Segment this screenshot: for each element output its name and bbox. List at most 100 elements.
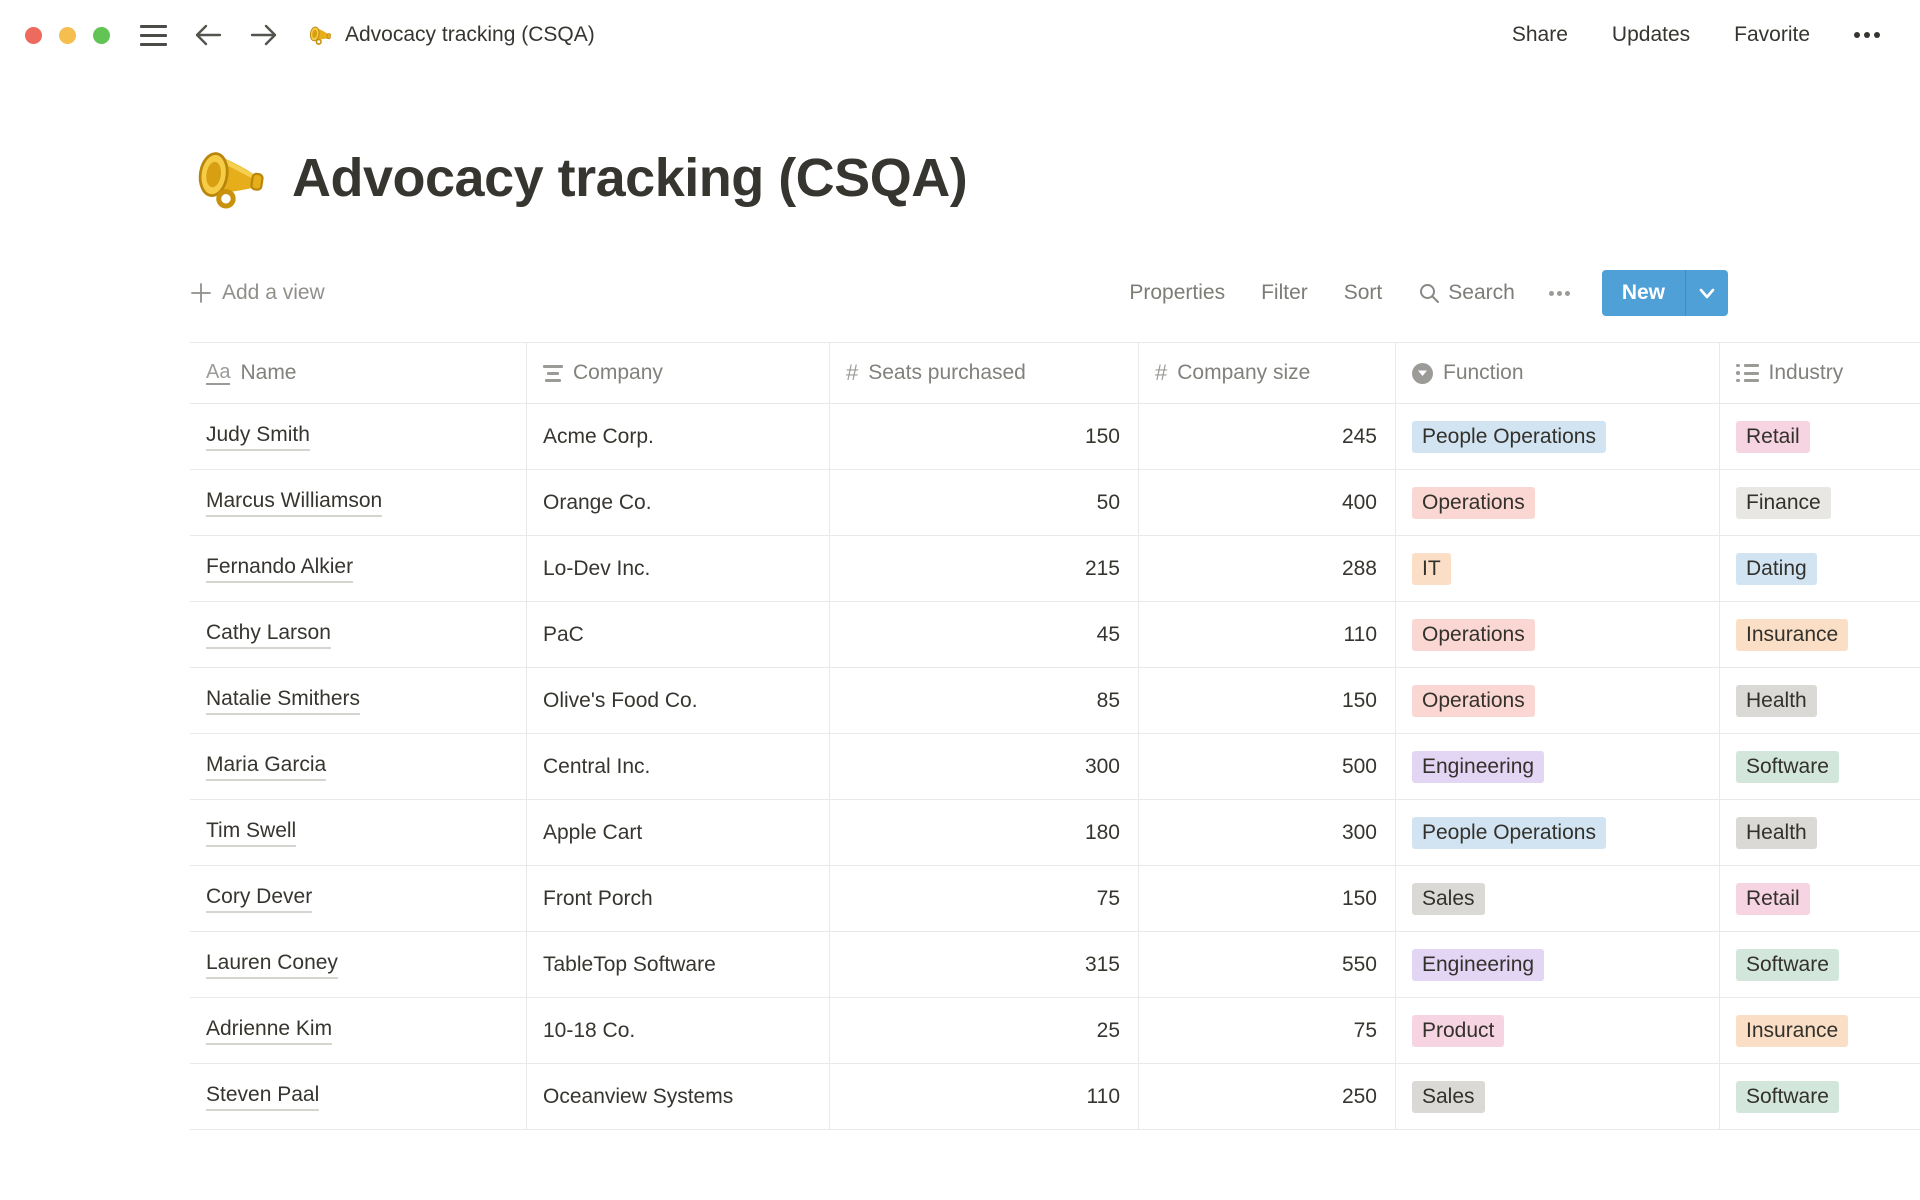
sort-button[interactable]: Sort (1343, 281, 1383, 304)
function-cell[interactable]: Operations (1396, 668, 1720, 733)
company-cell[interactable]: Front Porch (527, 866, 830, 931)
name-link[interactable]: Cathy Larson (206, 621, 331, 649)
name-link[interactable]: Natalie Smithers (206, 687, 361, 715)
industry-cell[interactable]: Dating (1720, 536, 1920, 601)
column-header-company-size[interactable]: # Company size (1139, 343, 1396, 403)
function-cell[interactable]: Engineering (1396, 932, 1720, 997)
name-cell[interactable]: Marcus Williamson (190, 470, 527, 535)
window-more-options-icon[interactable] (1854, 32, 1880, 38)
function-cell[interactable]: People Operations (1396, 404, 1720, 469)
industry-cell[interactable]: Software (1720, 734, 1920, 799)
company-cell[interactable]: Oceanview Systems (527, 1064, 830, 1129)
seats-purchased-cell[interactable]: 45 (830, 602, 1139, 667)
back-arrow-icon[interactable] (193, 20, 223, 50)
name-link[interactable]: Cory Dever (206, 885, 313, 913)
name-link[interactable]: Lauren Coney (206, 951, 338, 979)
company-cell[interactable]: Apple Cart (527, 800, 830, 865)
industry-cell[interactable]: Finance (1720, 470, 1920, 535)
minimize-window-button[interactable] (59, 26, 76, 44)
company-size-cell[interactable]: 110 (1139, 602, 1396, 667)
column-header-industry[interactable]: Industry (1720, 343, 1920, 403)
name-link[interactable]: Fernando Alkier (206, 555, 354, 583)
company-size-cell[interactable]: 250 (1139, 1064, 1396, 1129)
company-size-cell[interactable]: 288 (1139, 536, 1396, 601)
name-link[interactable]: Tim Swell (206, 819, 297, 847)
company-cell[interactable]: Acme Corp. (527, 404, 830, 469)
company-size-cell[interactable]: 500 (1139, 734, 1396, 799)
company-cell[interactable]: Central Inc. (527, 734, 830, 799)
seats-purchased-cell[interactable]: 75 (830, 866, 1139, 931)
column-header-company[interactable]: Company (527, 343, 830, 403)
function-cell[interactable]: Operations (1396, 470, 1720, 535)
menu-icon[interactable] (140, 24, 167, 46)
seats-purchased-cell[interactable]: 315 (830, 932, 1139, 997)
company-cell[interactable]: PaC (527, 602, 830, 667)
industry-cell[interactable]: Software (1720, 932, 1920, 997)
updates-button[interactable]: Updates (1611, 23, 1691, 46)
industry-cell[interactable]: Insurance (1720, 602, 1920, 667)
industry-cell[interactable]: Health (1720, 800, 1920, 865)
seats-purchased-cell[interactable]: 215 (830, 536, 1139, 601)
company-size-cell[interactable]: 400 (1139, 470, 1396, 535)
name-link[interactable]: Steven Paal (206, 1083, 320, 1111)
favorite-button[interactable]: Favorite (1734, 23, 1810, 46)
name-cell[interactable]: Cathy Larson (190, 602, 527, 667)
name-cell[interactable]: Natalie Smithers (190, 668, 527, 733)
function-cell[interactable]: Engineering (1396, 734, 1720, 799)
name-cell[interactable]: Adrienne Kim (190, 998, 527, 1063)
company-size-cell[interactable]: 150 (1139, 866, 1396, 931)
properties-button[interactable]: Properties (1129, 281, 1226, 304)
name-cell[interactable]: Maria Garcia (190, 734, 527, 799)
name-link[interactable]: Adrienne Kim (206, 1017, 333, 1045)
name-cell[interactable]: Cory Dever (190, 866, 527, 931)
name-cell[interactable]: Fernando Alkier (190, 536, 527, 601)
company-size-cell[interactable]: 300 (1139, 800, 1396, 865)
forward-arrow-icon[interactable] (249, 20, 279, 50)
industry-cell[interactable]: Health (1720, 668, 1920, 733)
function-cell[interactable]: IT (1396, 536, 1720, 601)
zoom-window-button[interactable] (93, 26, 110, 44)
column-header-function[interactable]: Function (1396, 343, 1720, 403)
seats-purchased-cell[interactable]: 150 (830, 404, 1139, 469)
filter-button[interactable]: Filter (1261, 281, 1308, 304)
seats-purchased-cell[interactable]: 300 (830, 734, 1139, 799)
column-header-seats-purchased[interactable]: # Seats purchased (830, 343, 1139, 403)
function-cell[interactable]: Sales (1396, 1064, 1720, 1129)
name-link[interactable]: Marcus Williamson (206, 489, 383, 517)
industry-cell[interactable]: Insurance (1720, 998, 1920, 1063)
new-button-chevron-down-icon[interactable] (1685, 270, 1728, 316)
search-button[interactable]: Search (1418, 281, 1515, 305)
company-size-cell[interactable]: 245 (1139, 404, 1396, 469)
company-size-cell[interactable]: 150 (1139, 668, 1396, 733)
seats-purchased-cell[interactable]: 180 (830, 800, 1139, 865)
function-cell[interactable]: Sales (1396, 866, 1720, 931)
page-title[interactable]: Advocacy tracking (CSQA) (292, 148, 968, 208)
company-cell[interactable]: Lo-Dev Inc. (527, 536, 830, 601)
function-cell[interactable]: Operations (1396, 602, 1720, 667)
seats-purchased-cell[interactable]: 85 (830, 668, 1139, 733)
company-size-cell[interactable]: 75 (1139, 998, 1396, 1063)
name-cell[interactable]: Lauren Coney (190, 932, 527, 997)
page-megaphone-icon[interactable] (190, 138, 270, 218)
company-cell[interactable]: Olive's Food Co. (527, 668, 830, 733)
company-size-cell[interactable]: 550 (1139, 932, 1396, 997)
share-button[interactable]: Share (1511, 23, 1568, 46)
name-link[interactable]: Maria Garcia (206, 753, 327, 781)
company-cell[interactable]: 10-18 Co. (527, 998, 830, 1063)
name-cell[interactable]: Steven Paal (190, 1064, 527, 1129)
name-cell[interactable]: Tim Swell (190, 800, 527, 865)
function-cell[interactable]: People Operations (1396, 800, 1720, 865)
name-cell[interactable]: Judy Smith (190, 404, 527, 469)
industry-cell[interactable]: Retail (1720, 866, 1920, 931)
industry-cell[interactable]: Retail (1720, 404, 1920, 469)
seats-purchased-cell[interactable]: 50 (830, 470, 1139, 535)
company-cell[interactable]: TableTop Software (527, 932, 830, 997)
name-link[interactable]: Judy Smith (206, 423, 310, 451)
function-cell[interactable]: Product (1396, 998, 1720, 1063)
new-button[interactable]: New (1601, 270, 1685, 316)
add-view-button[interactable]: Add a view (190, 281, 325, 305)
seats-purchased-cell[interactable]: 25 (830, 998, 1139, 1063)
company-cell[interactable]: Orange Co. (527, 470, 830, 535)
industry-cell[interactable]: Software (1720, 1064, 1920, 1129)
seats-purchased-cell[interactable]: 110 (830, 1064, 1139, 1129)
